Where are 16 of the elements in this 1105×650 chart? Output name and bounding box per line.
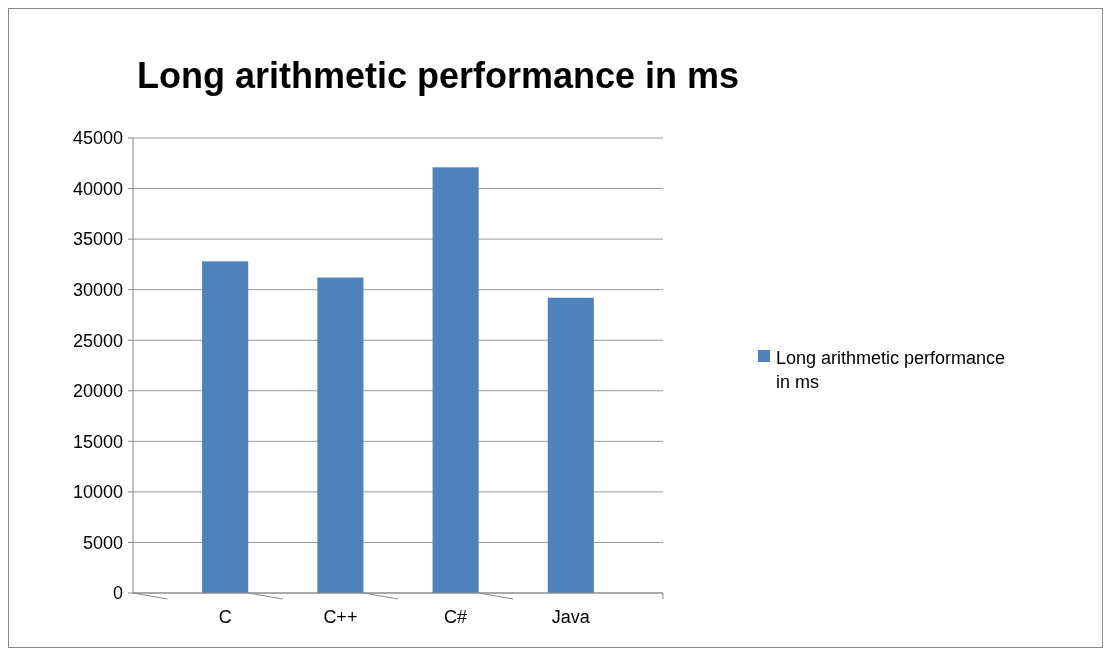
legend-label: Long arithmetic performance in ms (776, 348, 1006, 392)
x-tick-label: C (218, 607, 232, 627)
y-tick-label: 15000 (72, 431, 123, 452)
y-tick-label: 30000 (72, 279, 123, 300)
y-tick-label: 40000 (72, 178, 123, 199)
y-tick-label: 0 (112, 583, 123, 604)
y-tick-label: 5000 (82, 532, 123, 553)
x-tick-label: C# (444, 607, 468, 627)
y-tick-label: 45000 (72, 128, 123, 149)
x-tick-label: Java (551, 607, 591, 627)
y-tick-label: 25000 (72, 330, 123, 351)
x-tick-label: C++ (323, 607, 358, 627)
y-tick-label: 35000 (72, 229, 123, 250)
chart-title: Long arithmetic performance in ms (136, 55, 740, 96)
y-tick-label: 20000 (72, 381, 123, 402)
y-tick-label: 10000 (72, 482, 123, 503)
